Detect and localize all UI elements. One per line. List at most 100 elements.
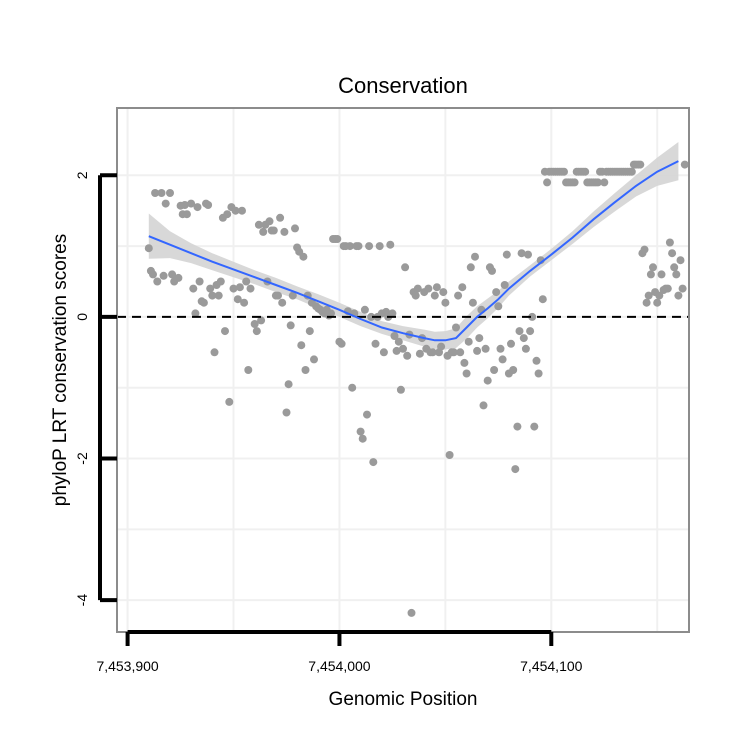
data-point bbox=[530, 422, 539, 431]
y-tick-label: 0 bbox=[74, 313, 90, 321]
x-axis-title: Genomic Position bbox=[329, 689, 478, 710]
data-point bbox=[560, 167, 568, 176]
data-point bbox=[458, 283, 467, 292]
data-point bbox=[231, 206, 240, 215]
data-point bbox=[479, 401, 488, 410]
data-point bbox=[193, 203, 202, 212]
data-point bbox=[663, 284, 672, 293]
data-point bbox=[676, 256, 685, 265]
data-point bbox=[363, 410, 371, 419]
data-point bbox=[570, 178, 579, 187]
y-tick-label: -2 bbox=[74, 452, 90, 465]
data-point bbox=[502, 250, 511, 259]
data-point bbox=[274, 291, 282, 300]
data-point bbox=[475, 334, 484, 343]
data-point bbox=[488, 266, 496, 275]
data-point bbox=[254, 220, 263, 229]
data-point bbox=[174, 273, 183, 282]
data-point bbox=[394, 337, 403, 346]
data-point bbox=[214, 291, 223, 300]
data-point bbox=[360, 305, 369, 314]
data-point bbox=[581, 167, 590, 176]
data-point bbox=[524, 250, 532, 259]
data-point bbox=[627, 167, 636, 176]
data-point bbox=[149, 270, 157, 279]
data-point bbox=[462, 369, 471, 378]
data-point bbox=[276, 213, 285, 222]
data-point bbox=[297, 341, 306, 350]
data-point bbox=[460, 358, 469, 367]
data-point bbox=[187, 199, 196, 208]
data-point bbox=[242, 277, 251, 286]
data-point bbox=[519, 334, 528, 343]
data-point bbox=[327, 309, 335, 318]
data-point bbox=[674, 291, 683, 300]
smooth-line-group bbox=[148, 160, 679, 342]
data-point bbox=[390, 332, 399, 340]
data-point bbox=[680, 160, 689, 169]
x-axis: 7,453,900 7,454,000 7,454,100 bbox=[96, 630, 583, 674]
data-point bbox=[490, 366, 499, 374]
data-point bbox=[649, 263, 657, 272]
data-point bbox=[396, 385, 405, 394]
data-point bbox=[216, 277, 225, 286]
data-point bbox=[653, 298, 662, 307]
data-point bbox=[238, 206, 246, 215]
data-point bbox=[481, 344, 490, 353]
data-point bbox=[208, 291, 217, 300]
data-point bbox=[515, 327, 524, 336]
data-point bbox=[375, 242, 384, 251]
data-point bbox=[204, 201, 213, 209]
data-point bbox=[229, 284, 238, 293]
data-point bbox=[354, 242, 363, 251]
plot-panel bbox=[116, 107, 690, 633]
data-point bbox=[305, 327, 314, 336]
data-point bbox=[534, 369, 543, 378]
data-point bbox=[206, 284, 215, 293]
data-point bbox=[166, 189, 174, 197]
data-point bbox=[593, 178, 602, 187]
data-point bbox=[191, 309, 200, 318]
data-point bbox=[407, 608, 416, 617]
data-point bbox=[517, 249, 526, 258]
y-tick-label: -4 bbox=[74, 594, 90, 607]
data-point bbox=[259, 227, 268, 236]
data-point bbox=[528, 312, 537, 321]
data-point bbox=[500, 281, 509, 289]
data-point bbox=[672, 270, 681, 279]
data-point bbox=[401, 263, 410, 272]
data-point bbox=[386, 240, 395, 249]
data-point bbox=[403, 351, 412, 360]
data-point bbox=[333, 235, 342, 243]
data-point bbox=[310, 355, 318, 364]
data-point bbox=[532, 356, 541, 365]
data-point bbox=[257, 316, 266, 325]
data-point bbox=[161, 199, 170, 208]
data-point bbox=[159, 271, 168, 280]
data-point bbox=[509, 366, 518, 374]
data-point bbox=[233, 295, 242, 304]
data-point bbox=[468, 298, 477, 307]
data-point bbox=[246, 284, 255, 293]
data-point bbox=[492, 288, 501, 297]
data-point bbox=[182, 210, 191, 219]
data-point bbox=[424, 284, 433, 293]
data-point bbox=[496, 344, 505, 353]
data-point bbox=[452, 323, 460, 332]
data-point bbox=[600, 178, 609, 187]
data-point bbox=[286, 321, 295, 330]
data-point bbox=[483, 376, 492, 385]
data-point bbox=[280, 227, 289, 236]
x-tick-label: 7,454,000 bbox=[308, 658, 370, 674]
data-point bbox=[358, 434, 367, 443]
data-point bbox=[657, 270, 666, 279]
data-point bbox=[413, 284, 422, 293]
data-point bbox=[269, 226, 278, 235]
data-point bbox=[471, 252, 479, 261]
data-point bbox=[348, 383, 357, 392]
data-point bbox=[210, 348, 219, 357]
data-point bbox=[430, 291, 439, 300]
data-point bbox=[288, 291, 297, 300]
data-point bbox=[168, 270, 177, 279]
